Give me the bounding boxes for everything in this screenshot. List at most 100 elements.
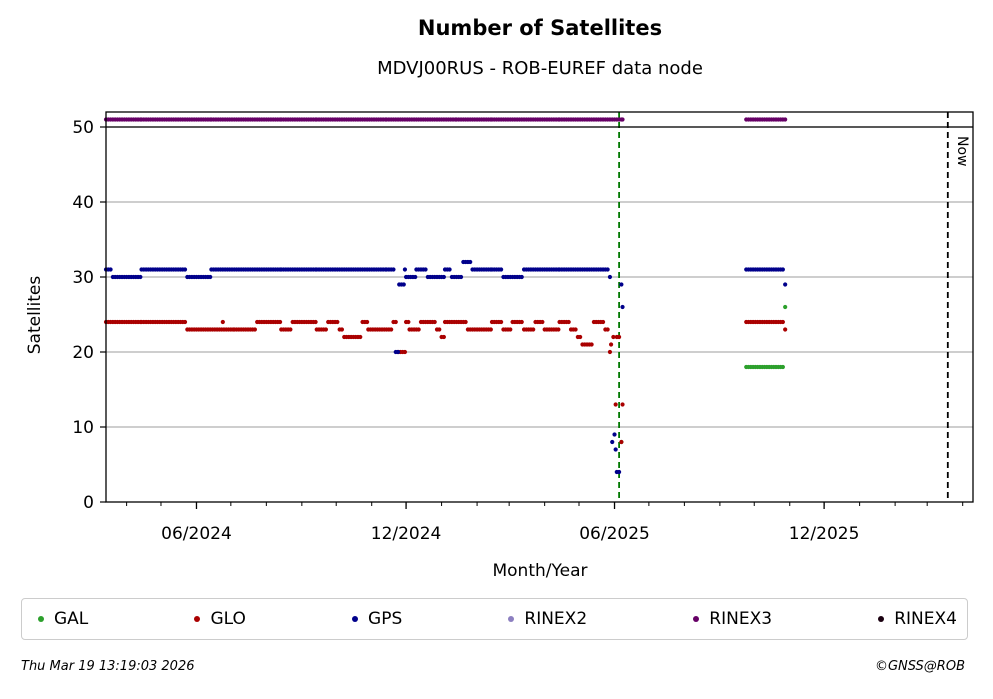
y-tick-label: 40 xyxy=(72,193,94,213)
data-point xyxy=(566,319,571,325)
data-point xyxy=(423,267,428,272)
data-point xyxy=(605,267,610,272)
data-point xyxy=(252,327,257,332)
data-point xyxy=(540,319,545,325)
data-point xyxy=(395,349,401,355)
data-point xyxy=(612,432,617,437)
y-tick-label: 30 xyxy=(72,268,94,288)
data-point xyxy=(508,327,513,332)
y-tick-label: 10 xyxy=(72,418,94,438)
legend-item-rinex2: RINEX2 xyxy=(508,609,587,629)
grid xyxy=(106,126,973,428)
legend-item-rinex3: RINEX3 xyxy=(693,609,772,629)
legend-label: RINEX3 xyxy=(709,609,773,629)
legend-label: GLO xyxy=(210,609,246,629)
legend-item-gal: GAL xyxy=(38,609,88,629)
data-point xyxy=(432,319,437,325)
data-point xyxy=(391,267,396,272)
series-rinex3 xyxy=(103,117,788,122)
data-point xyxy=(783,117,788,122)
data-point xyxy=(447,267,452,272)
copyright: ©GNSS@ROB xyxy=(874,659,965,674)
data-point xyxy=(556,327,561,332)
timestamp: Thu Mar 19 13:19:03 2026 xyxy=(21,659,195,674)
data-point xyxy=(458,274,464,280)
legend-marker xyxy=(878,616,885,622)
reference-lines: Now xyxy=(618,112,970,502)
data-point xyxy=(365,319,370,325)
data-point xyxy=(519,274,524,280)
data-point xyxy=(613,447,618,452)
data-point xyxy=(108,267,113,272)
legend-label: GAL xyxy=(54,609,89,629)
data-point xyxy=(182,319,188,325)
data-point xyxy=(783,282,788,287)
data-point xyxy=(413,274,418,280)
data-point xyxy=(619,282,624,287)
data-point xyxy=(288,327,293,332)
legend-marker xyxy=(194,616,201,622)
data-point xyxy=(589,342,594,347)
chart-subtitle: MDVJ00RUS - ROB-EUREF data node xyxy=(377,58,703,79)
satellites-chart: Now 0 10 20 30 40 50 06/2024 12/2024 06/2025 12/2… xyxy=(25,111,974,581)
data-point xyxy=(619,439,624,445)
legend-marker xyxy=(352,616,359,622)
data-point xyxy=(358,334,363,340)
data-point xyxy=(488,327,493,332)
legend: GAL GLO GPS RINEX2 RINEX3 RINEX4 xyxy=(21,598,968,640)
data-point xyxy=(335,319,340,325)
data-point xyxy=(600,319,606,325)
legend-label: GPS xyxy=(368,609,403,629)
data-point xyxy=(783,304,788,310)
data-point xyxy=(468,259,473,265)
data-point xyxy=(182,267,188,272)
y-tick-label: 50 xyxy=(72,118,94,138)
data-point xyxy=(406,319,411,325)
data-point xyxy=(519,319,524,325)
legend-item-rinex4: RINEX4 xyxy=(878,609,957,629)
data-point xyxy=(620,402,625,407)
legend-marker xyxy=(693,616,700,622)
data-point xyxy=(441,274,446,280)
data-point xyxy=(463,319,468,325)
data-point xyxy=(138,274,143,280)
data-point xyxy=(616,469,622,475)
x-tick-label: 06/2025 xyxy=(579,524,650,544)
legend-item-glo: GLO xyxy=(194,609,246,629)
legend-marker xyxy=(508,616,515,622)
data-point xyxy=(780,319,785,325)
data-point xyxy=(416,327,421,332)
y-axis-label: Satellites xyxy=(25,276,45,355)
data-point xyxy=(605,327,610,332)
data-point xyxy=(402,349,408,355)
legend-label: RINEX4 xyxy=(894,609,957,629)
data-point xyxy=(607,349,613,355)
data-point xyxy=(208,274,213,280)
data-point xyxy=(441,334,446,340)
data-point xyxy=(323,327,328,332)
data-point xyxy=(608,342,614,347)
data-point xyxy=(220,319,225,325)
series-glo xyxy=(103,319,788,445)
data-point xyxy=(393,319,398,325)
x-tick-label: 06/2024 xyxy=(161,524,232,544)
data-point xyxy=(613,402,618,407)
data-point xyxy=(402,267,408,272)
data-point xyxy=(783,327,788,332)
data-point xyxy=(437,327,442,332)
x-tick-label: 12/2025 xyxy=(789,524,860,544)
data-point xyxy=(573,327,578,332)
data-point xyxy=(620,304,625,310)
chart-title: Number of Satellites xyxy=(417,16,663,40)
data-point xyxy=(277,319,283,325)
data-point xyxy=(499,319,504,325)
y-tick-label: 0 xyxy=(83,493,94,513)
data-point xyxy=(578,334,583,340)
data-point xyxy=(616,334,622,340)
x-tick-label: 12/2024 xyxy=(371,524,442,544)
plot-frame xyxy=(105,111,974,503)
legend-marker xyxy=(38,616,44,622)
legend-item-gps: GPS xyxy=(352,609,402,629)
data-point xyxy=(339,327,345,332)
now-label: Now xyxy=(954,136,970,167)
